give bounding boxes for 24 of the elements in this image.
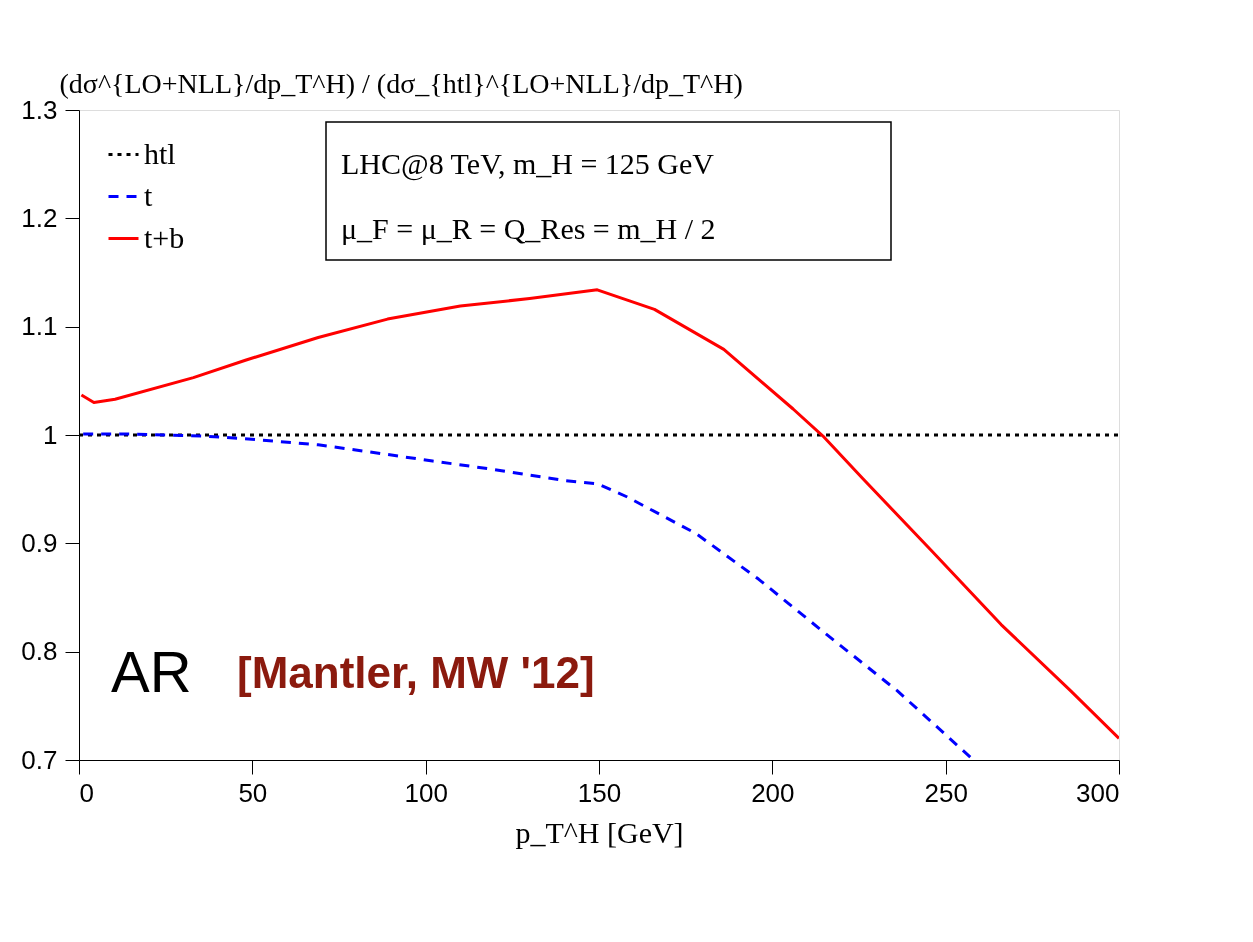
x-axis-title: p_T^H [GeV]	[515, 815, 684, 849]
x-tick-label: 200	[751, 777, 795, 808]
y-tick-label: 1.3	[21, 94, 58, 125]
x-tick-label: 100	[404, 777, 448, 808]
y-tick-label: 1.1	[21, 311, 58, 342]
annotation: μ_F = μ_R = Q_Res = m_H / 2	[341, 212, 716, 245]
y-axis-title: (dσ^{LO+NLL}/dp_T^H) / (dσ_{htl}^{LO+NLL}/dp_T^H)	[59, 67, 743, 99]
legend-label: t	[144, 178, 153, 212]
y-tick-label: 0.9	[21, 527, 58, 558]
y-tick-label: 0.7	[21, 744, 58, 775]
line-series	[79, 288, 1119, 740]
annotation: AR	[111, 639, 192, 704]
x-tick-label: 50	[238, 777, 268, 808]
x-tick-label: 0	[79, 777, 94, 808]
x-tick-label: 250	[924, 777, 968, 808]
y-tick-label: 0.8	[21, 636, 58, 667]
annotation: [Mantler, MW '12]	[237, 648, 595, 697]
annotation: LHC@8 TeV, m_H = 125 GeV	[341, 147, 715, 181]
legend-label: t+b	[144, 220, 185, 254]
x-tick-label: 300	[1076, 777, 1120, 808]
legend-label: htl	[144, 136, 176, 170]
y-tick-label: 1	[43, 419, 58, 450]
x-tick-label: 150	[577, 777, 622, 808]
y-tick-label: 1.2	[21, 202, 58, 233]
